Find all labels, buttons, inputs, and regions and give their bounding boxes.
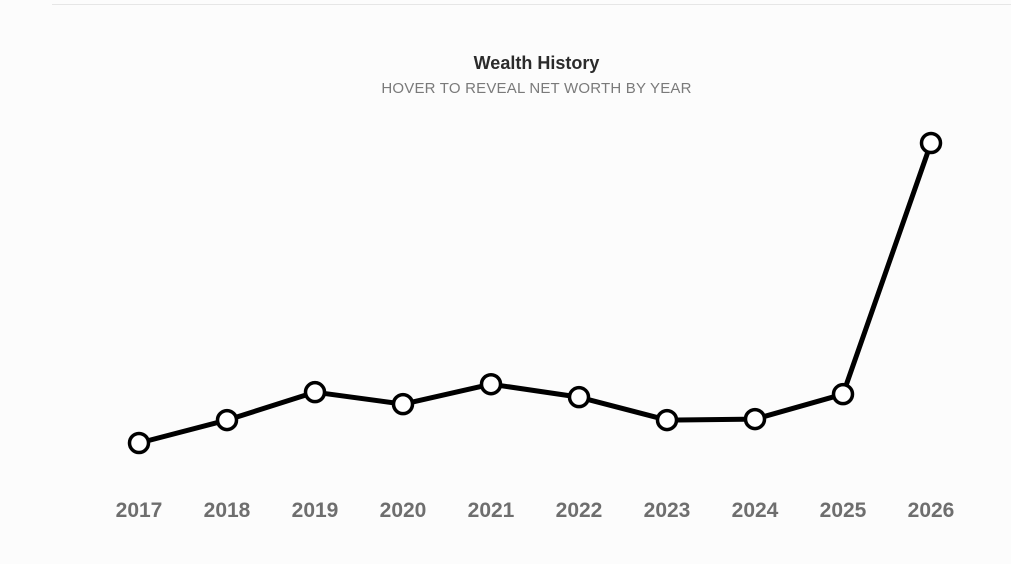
x-tick-label-2018: 2018 xyxy=(204,499,251,522)
data-point-2022[interactable] xyxy=(567,385,591,409)
data-point-2019[interactable] xyxy=(303,380,327,404)
data-point-2017[interactable] xyxy=(127,431,151,455)
data-point-2024[interactable] xyxy=(743,407,767,431)
top-divider xyxy=(52,4,1011,5)
x-tick-label-2026: 2026 xyxy=(908,499,955,522)
data-point-2025[interactable] xyxy=(831,382,855,406)
x-tick-label-2021: 2021 xyxy=(468,499,515,522)
x-tick-label-2017: 2017 xyxy=(116,499,163,522)
x-tick-label-2025: 2025 xyxy=(820,499,867,522)
x-tick-label-2023: 2023 xyxy=(644,499,691,522)
data-point-2026[interactable] xyxy=(919,131,943,155)
x-tick-label-2020: 2020 xyxy=(380,499,427,522)
data-point-2018[interactable] xyxy=(215,408,239,432)
x-tick-label-2024: 2024 xyxy=(732,499,779,522)
data-point-2020[interactable] xyxy=(391,392,415,416)
data-point-2023[interactable] xyxy=(655,408,679,432)
series-line xyxy=(136,140,934,446)
data-point-2021[interactable] xyxy=(479,372,503,396)
x-tick-label-2022: 2022 xyxy=(556,499,603,522)
x-tick-label-2019: 2019 xyxy=(292,499,339,522)
